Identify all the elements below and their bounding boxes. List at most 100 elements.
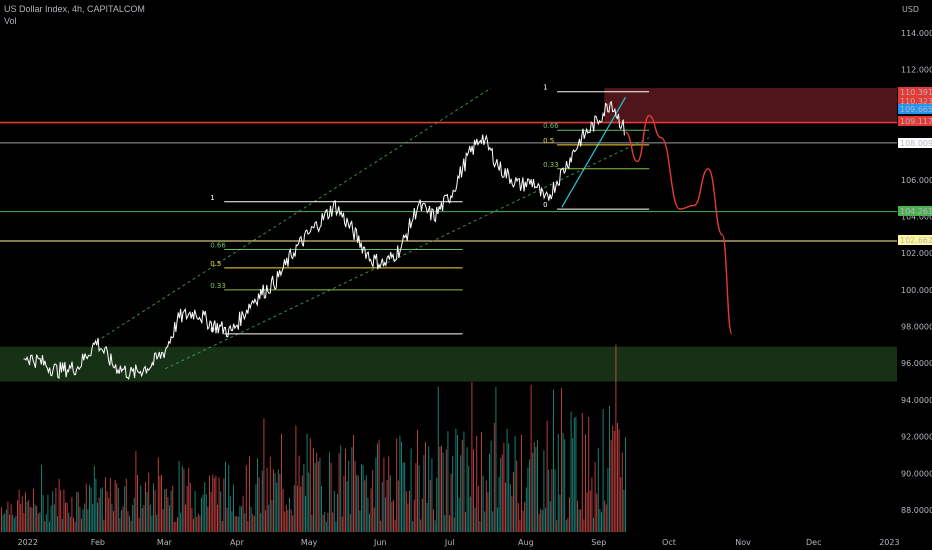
volume-bar	[450, 473, 452, 532]
volume-bar	[247, 520, 249, 532]
time-axis[interactable]: 2022 Feb Mar Apr May Jun Jul Aug Sep Oct Nov Dec 202…	[18, 538, 900, 547]
volume-bar	[41, 464, 42, 532]
volume-bar	[308, 472, 310, 532]
volume-bar	[37, 513, 39, 532]
volume-bar	[501, 454, 503, 532]
volume-bar	[265, 510, 266, 532]
volume-bar	[199, 515, 201, 532]
price-tag	[898, 96, 932, 106]
volume-bar	[205, 494, 207, 532]
volume-bar	[516, 460, 518, 532]
volume-bar	[229, 495, 231, 532]
price-tag	[898, 104, 932, 114]
volume-bar	[173, 521, 175, 532]
volume-bar	[445, 449, 447, 532]
chart-header: US Dollar Index, 4h, CAPITALCOM Vol	[4, 3, 145, 27]
volume-bar	[282, 488, 284, 532]
volume-bar	[397, 480, 399, 532]
volume-bar	[21, 496, 23, 532]
volume-bar	[52, 491, 54, 532]
currency-label: USD	[902, 5, 919, 14]
volume-bar	[26, 501, 28, 532]
volume-bar	[487, 492, 489, 532]
volume-bar	[493, 422, 495, 532]
volume-bar	[237, 516, 239, 532]
volume-bar	[361, 463, 362, 532]
volume-bar	[45, 514, 47, 532]
price-line	[23, 100, 625, 380]
volume-bar	[577, 500, 578, 532]
volume-bar	[65, 502, 66, 532]
volume-bar	[215, 475, 217, 532]
volume-bar	[132, 505, 134, 532]
volume-bar	[82, 509, 84, 532]
x-tick-label: Jul	[444, 538, 455, 547]
price-tag	[898, 206, 932, 216]
x-tick-label: Feb	[91, 538, 105, 547]
volume-bar	[191, 507, 193, 532]
volume-bar	[124, 486, 126, 532]
volume-bar	[140, 485, 142, 532]
volume-bar	[119, 517, 121, 532]
price-tag-label: 104.2612	[900, 207, 932, 216]
volume-bar	[404, 462, 406, 532]
volume-bar	[109, 478, 111, 532]
volume-bar	[553, 389, 554, 532]
volume-bar	[378, 439, 380, 532]
x-tick-label: Nov	[735, 538, 751, 547]
volume-bar	[489, 453, 490, 532]
volume-bar	[175, 521, 177, 532]
volume-bar	[137, 474, 138, 532]
forecast-layer	[625, 114, 733, 335]
volume-bar	[554, 469, 556, 532]
volume-bar	[250, 507, 252, 532]
volume-bar	[602, 408, 604, 532]
volume-indicator-label[interactable]: Vol	[4, 16, 17, 26]
volume-bar	[28, 499, 30, 532]
volume-bar	[253, 515, 255, 532]
volume-bar	[100, 488, 102, 532]
volume-bar	[545, 507, 546, 532]
volume-bar	[591, 477, 593, 532]
volume-bar	[415, 463, 417, 532]
y-tick-label: 96.0000	[901, 359, 932, 368]
fib-label: 1	[210, 194, 214, 202]
volume-bar	[313, 448, 314, 532]
volume-bar	[266, 467, 268, 532]
volume-bar	[261, 470, 263, 532]
volume-bar	[452, 455, 454, 532]
volume-bar	[298, 455, 300, 532]
volume-bar	[597, 447, 599, 532]
volume-bar	[441, 445, 442, 532]
volume-bar	[599, 508, 601, 532]
volume-bar	[564, 439, 566, 532]
volume-bar	[73, 517, 74, 532]
volume-bar	[381, 482, 383, 532]
volume-bar	[68, 512, 70, 532]
fib-label: 0.33	[543, 161, 559, 169]
volume-bar	[364, 480, 366, 532]
volume-bar	[468, 465, 470, 532]
volume-bar	[226, 507, 228, 532]
volume-bar	[431, 458, 433, 532]
volume-bar	[429, 479, 431, 532]
symbol-title[interactable]: US Dollar Index, 4h, CAPITALCOM	[4, 4, 145, 14]
volume-bar	[53, 504, 55, 532]
volume-bar	[540, 508, 542, 532]
volume-bar	[393, 499, 394, 532]
volume-bar	[506, 428, 508, 532]
volume-bar	[7, 501, 9, 532]
volume-bar	[141, 508, 143, 532]
volume-bar	[353, 434, 354, 532]
price-axis[interactable]: USD 114.0000 112.0000 106.0000 104.0000 102.…	[898, 5, 932, 515]
volume-bar	[583, 519, 585, 532]
volume-bar	[186, 486, 188, 532]
volume-bar	[79, 507, 81, 532]
volume-bar	[349, 514, 351, 532]
volume-bar	[519, 519, 521, 532]
volume-bar	[157, 457, 159, 532]
volume-bar	[249, 456, 250, 532]
volume-bar	[524, 501, 526, 532]
volume-bar	[74, 521, 76, 532]
